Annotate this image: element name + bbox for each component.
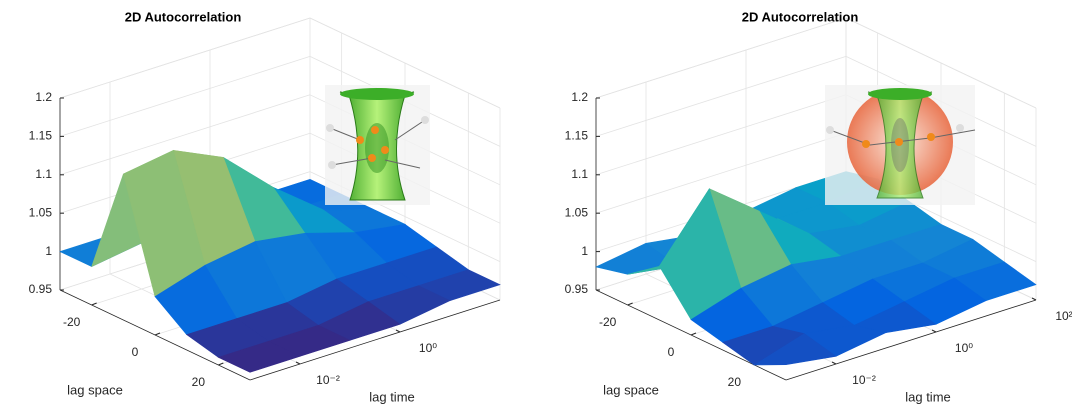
grid-line: [595, 132, 847, 214]
grid-line: [595, 17, 847, 99]
z-tick-label: 1.05: [29, 205, 53, 219]
grid-line: [59, 17, 311, 99]
y-tick-label: 10⁻²: [852, 373, 876, 387]
y-axis-label: lag time: [905, 389, 951, 404]
z-tick-label: 0.95: [29, 282, 53, 296]
x-axis-label: lag space: [67, 382, 123, 397]
z-tick-label: 1: [45, 244, 52, 258]
y-tick-label: 10⁰: [419, 341, 437, 355]
x-axis-label: lag space: [603, 382, 659, 397]
y-tick-label: 10⁰: [955, 341, 973, 355]
z-tick-label: 1.2: [571, 90, 588, 104]
y-tick-label: 10²: [1055, 309, 1072, 323]
z-tick-label: 0.95: [565, 282, 589, 296]
axis-line: [249, 299, 501, 381]
grid-line: [595, 56, 847, 137]
y-axis-label: lag time: [369, 389, 415, 404]
inset-illustration: [825, 85, 976, 205]
tick-mark: [690, 332, 697, 336]
z-tick-label: 1.05: [565, 205, 589, 219]
z-tick-label: 1.1: [571, 167, 588, 181]
chart-title: 2D Autocorrelation: [742, 9, 859, 24]
x-tick-label: 20: [192, 375, 206, 389]
tick-mark: [931, 329, 937, 333]
chart-title: 2D Autocorrelation: [125, 9, 242, 24]
tick-mark: [218, 362, 224, 366]
grid-line: [59, 56, 311, 137]
tick-mark: [1031, 297, 1037, 301]
axis-line: [785, 299, 1037, 381]
tick-mark: [295, 361, 301, 365]
tick-mark: [154, 332, 161, 336]
z-tick-label: 1.1: [35, 167, 52, 181]
tick-mark: [627, 302, 633, 306]
panel: 0.95 1 1.05 1.1 1.15 1.2 -20 0 20 10⁻² 10⁰ 2D Autoc…: [29, 9, 501, 404]
z-tick-label: 1.15: [29, 129, 53, 143]
x-tick-label: 0: [132, 345, 139, 359]
x-tick-label: -20: [63, 315, 81, 329]
panel: 0.95 1 1.05 1.1 1.15 1.2 -20 0 20 10⁻² 10⁰ 10² 2D Au…: [565, 9, 1072, 404]
surface-patch: [217, 340, 301, 373]
x-tick-label: 0: [668, 345, 675, 359]
y-tick-label: 10⁻²: [316, 373, 340, 387]
inset-illustration: [325, 85, 430, 205]
tick-mark: [831, 361, 837, 365]
grid-line: [595, 94, 847, 176]
z-tick-label: 1: [581, 244, 588, 258]
tick-mark: [91, 302, 97, 306]
x-tick-label: -20: [599, 315, 617, 329]
x-tick-label: 20: [728, 375, 742, 389]
surface-patch: [753, 333, 837, 366]
z-tick-label: 1.15: [565, 129, 589, 143]
grid-line: [59, 94, 311, 176]
z-tick-label: 1.2: [35, 90, 52, 104]
tick-mark: [395, 329, 401, 333]
